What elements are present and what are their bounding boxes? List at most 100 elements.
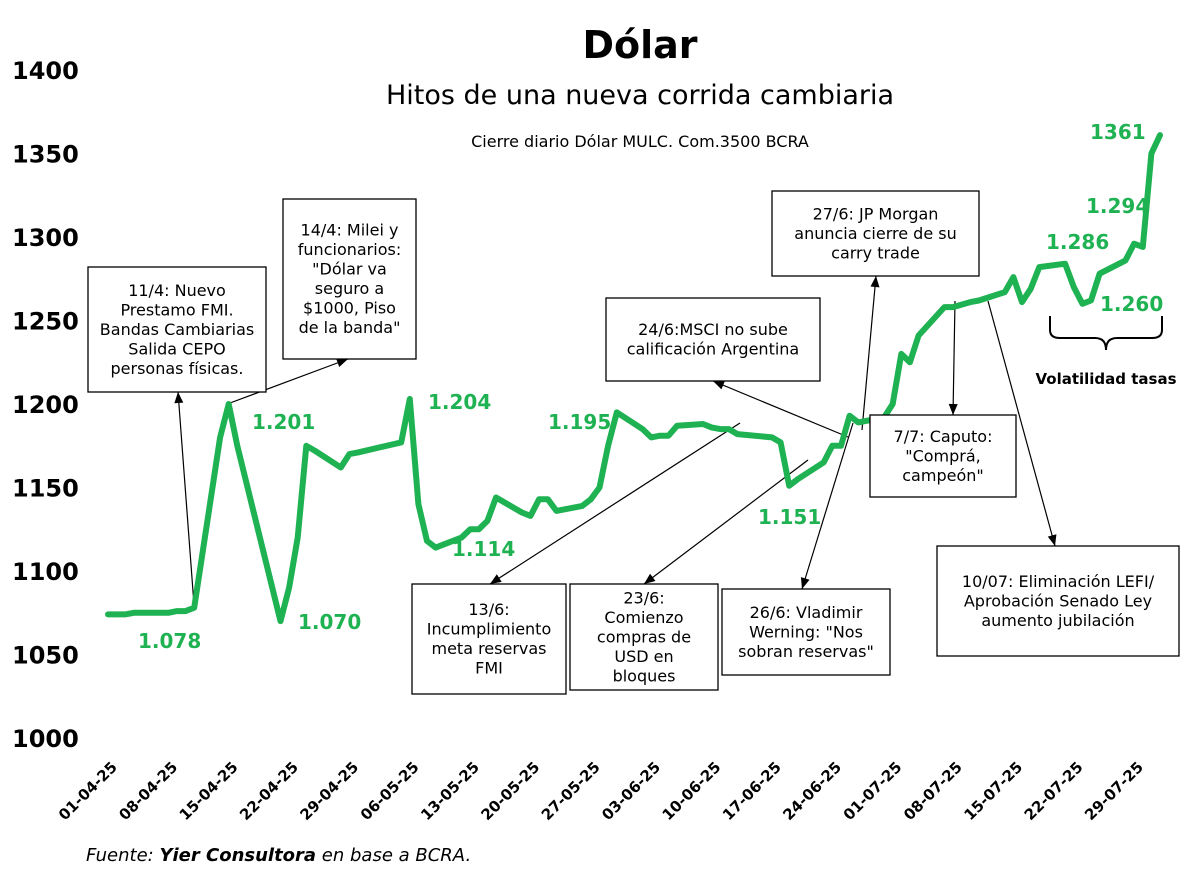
x-tick-label: 01-04-25 bbox=[55, 758, 121, 824]
bracket-label: Volatilidad tasas bbox=[1035, 370, 1176, 388]
annotation-line: campeón" bbox=[902, 466, 983, 485]
annotation-frame bbox=[869, 414, 1017, 498]
annotation-arrow-line bbox=[861, 275, 877, 431]
annotation-frame bbox=[605, 297, 821, 382]
source-prefix: Fuente: bbox=[86, 845, 160, 866]
annotation-line: Bandas Cambiarias bbox=[100, 320, 254, 339]
data-label: 1.260 bbox=[1100, 292, 1163, 316]
x-tick-label: 22-04-25 bbox=[236, 758, 302, 824]
annotation-arrow-line bbox=[801, 422, 854, 590]
annotation-arrow-head bbox=[948, 403, 958, 415]
source-suffix: en base a BCRA. bbox=[316, 845, 472, 866]
annotation-line: 24/6:MSCI no sube bbox=[638, 320, 788, 339]
annotation-line: 7/7: Caputo: bbox=[894, 427, 993, 446]
annotation-arrow-line bbox=[712, 380, 849, 438]
annotation-line: Comienzo bbox=[604, 608, 683, 627]
annotation-frame bbox=[771, 190, 980, 277]
chart-subtitle: Hitos de una nueva corrida cambiaria bbox=[386, 80, 894, 111]
source-note: Fuente: Yier Consultora en base a BCRA. bbox=[86, 845, 471, 866]
annotation-line: Werning: "Nos bbox=[749, 622, 863, 641]
data-label: 1.294 bbox=[1086, 194, 1149, 218]
annotation-line: anuncia cierre de su bbox=[794, 224, 956, 243]
annotation-line: 27/6: JP Morgan bbox=[813, 204, 939, 223]
x-tick-label: 20-05-25 bbox=[478, 758, 544, 824]
annotation-line: de la banda" bbox=[299, 318, 401, 337]
annotation-line: Salida CEPO bbox=[128, 339, 225, 358]
annotation-line: 11/4: Nuevo bbox=[128, 281, 226, 300]
annotation-arrow-line bbox=[952, 300, 956, 416]
annotation-line: Aprobación Senado Ley bbox=[964, 591, 1152, 610]
data-label: 1.114 bbox=[452, 537, 515, 561]
x-tick-label: 03-06-25 bbox=[598, 758, 664, 824]
bracket-shape bbox=[1049, 316, 1163, 351]
annotation-line: personas físicas. bbox=[111, 359, 244, 378]
x-tick-label: 13-05-25 bbox=[417, 758, 483, 824]
annotation-frame bbox=[282, 198, 417, 360]
annotation-arrow-head bbox=[174, 392, 184, 404]
series-layer bbox=[105, 132, 1163, 625]
annotation-frame bbox=[721, 588, 891, 676]
y-axis: 1000 1050 1100 1150 1200 1250 1300 1350 1400 bbox=[12, 57, 79, 753]
data-label: 1361 bbox=[1090, 120, 1146, 144]
annotation-line: Prestamo FMI. bbox=[120, 300, 233, 319]
annotation-box: 10/07: Eliminación LEFI/Aprobación Senad… bbox=[936, 545, 1180, 657]
x-tick-label: 01-07-25 bbox=[840, 758, 906, 824]
annotation-arrow-line bbox=[643, 459, 809, 585]
y-tick-label: 1100 bbox=[12, 558, 79, 586]
annotation-line: $1000, Piso bbox=[303, 299, 396, 318]
data-label: 1.078 bbox=[138, 629, 201, 653]
series-note: Cierre diario Dólar MULC. Com.3500 BCRA bbox=[471, 132, 809, 151]
source-org: Yier Consultora bbox=[159, 845, 317, 866]
data-label: 1.151 bbox=[758, 505, 821, 529]
annotation-arrow-head bbox=[336, 358, 348, 368]
annotation-line: 26/6: Vladimir bbox=[750, 603, 863, 622]
y-tick-label: 1350 bbox=[12, 141, 79, 169]
annotation-line: calificación Argentina bbox=[627, 340, 799, 359]
x-tick-label: 08-07-25 bbox=[900, 758, 966, 824]
annotation-arrow-line bbox=[489, 422, 741, 585]
x-tick-label: 10-06-25 bbox=[659, 758, 725, 824]
annotation-line: carry trade bbox=[831, 243, 920, 262]
annotation-line: seguro a bbox=[315, 279, 384, 298]
annotation-line: USD en bbox=[614, 647, 673, 666]
annotation-line: funcionarios: bbox=[298, 240, 401, 259]
annotation-arrow-head bbox=[713, 381, 725, 390]
annotation-line: 13/6: bbox=[468, 600, 509, 619]
annotation-box: 7/7: Caputo:"Comprá,campeón" bbox=[869, 414, 1017, 498]
annotation-line: bloques bbox=[613, 666, 676, 685]
annotation-frame bbox=[936, 545, 1180, 657]
x-tick-label: 17-06-25 bbox=[719, 758, 785, 824]
annotation-line: Incumplimiento bbox=[427, 620, 552, 639]
annotation-line: "Dólar va bbox=[312, 260, 387, 279]
data-labels: 1.078 1.201 1.070 1.204 1.114 1.195 1.151 1.286… bbox=[138, 120, 1163, 653]
y-tick-label: 1300 bbox=[12, 224, 79, 252]
y-tick-label: 1250 bbox=[12, 308, 79, 336]
annotation-arrow-head bbox=[644, 573, 656, 584]
annotation-line: "Comprá, bbox=[905, 446, 981, 465]
annotation-line: 23/6: bbox=[623, 588, 664, 607]
volatility-bracket: Volatilidad tasas bbox=[1035, 316, 1177, 388]
y-tick-label: 1400 bbox=[12, 57, 79, 85]
data-label: 1.201 bbox=[252, 410, 315, 434]
annotation-line: compras de bbox=[597, 627, 691, 646]
y-tick-label: 1200 bbox=[12, 391, 79, 419]
data-label: 1.195 bbox=[548, 410, 611, 434]
chart-title: Dólar bbox=[582, 23, 697, 67]
x-tick-label: 06-05-25 bbox=[357, 758, 423, 824]
annotation-line: meta reservas bbox=[431, 639, 546, 658]
annotation-line: aumento jubilación bbox=[981, 611, 1134, 630]
y-tick-label: 1050 bbox=[12, 642, 79, 670]
x-tick-label: 29-04-25 bbox=[296, 758, 362, 824]
x-tick-label: 15-04-25 bbox=[176, 758, 242, 824]
annotation-arrow-head bbox=[1047, 534, 1057, 546]
data-label: 1.286 bbox=[1046, 230, 1109, 254]
annotation-arrow-line bbox=[177, 391, 195, 608]
